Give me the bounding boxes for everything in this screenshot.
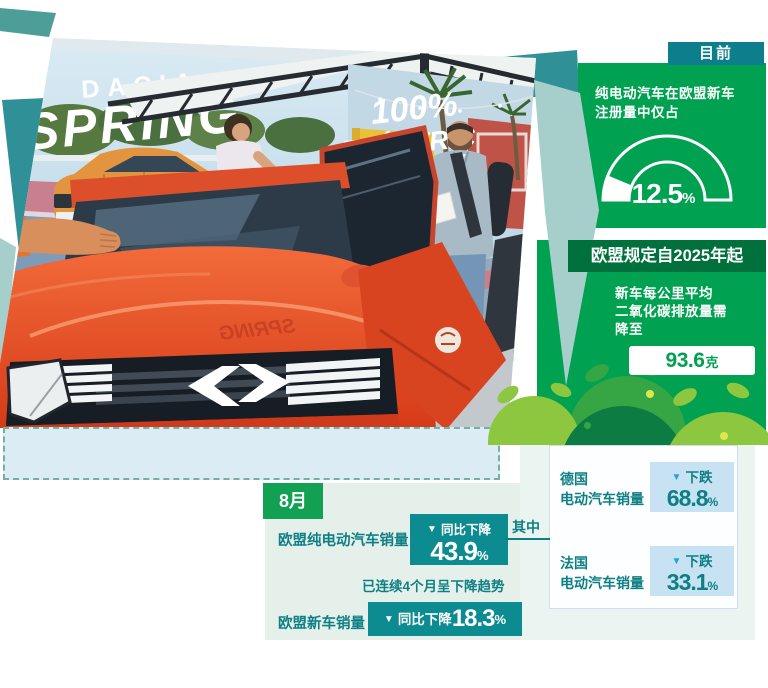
tab-current: 目前 <box>668 42 764 65</box>
connector-line <box>505 538 550 540</box>
ev-sales-change-value: 43.9 <box>430 536 478 566</box>
country-label-france: 法国 电动汽车销量 <box>560 553 644 594</box>
current-share-description: 纯电动汽车在欧盟新车 注册量中仅占 <box>595 85 757 123</box>
wall-text-100: 100% <box>369 85 459 132</box>
photo-scene: DACIA SPRING <box>0 38 536 428</box>
france-change-badge: ▼ 下跌 33.1% <box>650 546 734 596</box>
new-car-change-badge: ▼ 同比下降18.3% <box>368 602 522 636</box>
regulation-desc-line2: 二氧化碳排放量需 <box>615 303 727 319</box>
co2-unit: 克 <box>705 355 719 370</box>
bush-dot <box>584 422 591 429</box>
red-car: SPRING <box>0 162 506 428</box>
country-metric: 电动汽车销量 <box>560 575 644 592</box>
germany-change-label: 下跌 <box>685 470 713 485</box>
dacia-emblem-right <box>238 364 290 402</box>
down-arrow-icon: ▼ <box>427 524 437 535</box>
gauge-percent-sign: % <box>682 190 695 207</box>
france-change-value: 33.1 <box>666 569 709 595</box>
connector-label: 其中 <box>512 519 540 535</box>
new-car-change-label: 同比下降 <box>397 612 452 627</box>
regulation-desc-line3: 降至 <box>615 321 643 337</box>
dacia-emblem-left <box>188 366 240 406</box>
gauge-ring <box>601 134 733 202</box>
country-metric: 电动汽车销量 <box>560 491 644 508</box>
germany-change-value: 68.8 <box>666 485 709 511</box>
co2-value: 93.6 <box>665 349 705 372</box>
bush-dot <box>720 432 728 440</box>
tab-august: 8月 <box>263 483 323 519</box>
ev-sales-change-label: 同比下降 <box>440 523 491 537</box>
current-desc-line1: 纯电动汽车在欧盟新车 <box>595 86 735 101</box>
panel-current-share: 纯电动汽车在欧盟新车 注册量中仅占 12.5% <box>578 63 766 228</box>
country-label-germany: 德国 电动汽车销量 <box>560 469 644 510</box>
france-change-label: 下跌 <box>685 554 713 569</box>
bushes-decoration <box>488 362 768 445</box>
ev-sales-change-badge: ▼ 同比下降 43.9% <box>410 514 508 565</box>
down-arrow-icon: ▼ <box>383 614 394 625</box>
down-arrow-icon: ▼ <box>671 472 682 483</box>
ev-sales-label: 欧盟纯电动汽车销量 <box>278 533 409 549</box>
regulation-description: 新车每公里平均 二氧化碳排放量需 降至 <box>615 285 760 339</box>
gauge-fill-12-5 <box>603 175 632 200</box>
percent-sign: % <box>707 579 719 593</box>
percent-sign: % <box>477 548 489 563</box>
caption-placeholder-box <box>3 427 500 480</box>
leaf-icon <box>548 379 574 401</box>
photo-auto-show: DACIA SPRING <box>0 38 536 428</box>
down-arrow-icon: ▼ <box>671 556 682 567</box>
new-car-sales-label: 欧盟新车销量 <box>278 616 365 632</box>
percent-sign: % <box>707 495 719 509</box>
gauge-value: 12.5% <box>578 178 748 210</box>
regulation-desc-line1: 新车每公里平均 <box>615 286 713 301</box>
bush-dot <box>646 390 654 398</box>
germany-change-badge: ▼ 下跌 68.8% <box>650 462 734 512</box>
country-name: 法国 <box>560 555 588 571</box>
current-desc-line2: 注册量中仅占 <box>595 104 679 120</box>
percent-sign: % <box>494 612 507 627</box>
country-name: 德国 <box>560 471 588 487</box>
regulation-header: 欧盟规定自2025年起 <box>568 240 766 272</box>
co2-target-box: 93.6克 <box>629 346 755 375</box>
teal-corner-shape <box>0 8 56 37</box>
ev-sales-note: 已连续4个月呈下降趋势 <box>362 579 505 594</box>
gauge-chart <box>601 134 733 202</box>
gauge-number: 12.5 <box>631 178 683 209</box>
new-car-change-value: 18.3 <box>451 605 496 632</box>
leaf-icon <box>724 379 752 402</box>
